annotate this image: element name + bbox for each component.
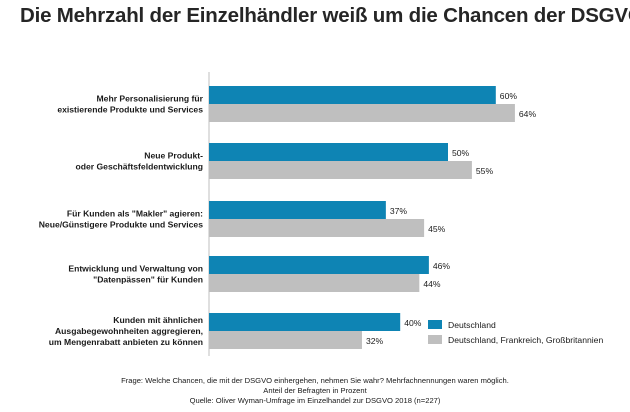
category-label: Für Kunden als "Makler" agieren: Neue/Gün…	[39, 209, 204, 230]
bar-deutschland	[209, 256, 429, 274]
value-label-deutschland: 37%	[390, 206, 408, 216]
value-label-de-fr-gb: 55%	[476, 166, 494, 176]
legend-swatch-deutschland	[428, 320, 442, 329]
legend-label-de-fr-gb: Deutschland, Frankreich, Großbritannien	[448, 335, 603, 345]
category-label-line: Neue/Günstigere Produkte und Services	[39, 220, 204, 230]
value-label-deutschland: 46%	[433, 261, 451, 271]
bar-deutschland	[209, 143, 448, 161]
category-label-line: oder Geschäftsfeldentwicklung	[75, 162, 203, 172]
bar-de-fr-gb	[209, 274, 420, 292]
value-label-deutschland: 40%	[404, 318, 422, 328]
value-label-deutschland: 60%	[500, 91, 518, 101]
bar-deutschland	[209, 86, 496, 104]
value-label-deutschland: 50%	[452, 148, 470, 158]
category-label-line: um Mengenrabatt anbieten zu können	[49, 337, 203, 347]
value-label-de-fr-gb: 32%	[366, 336, 384, 346]
category-label-line: Neue Produkt-	[144, 151, 203, 161]
bar-de-fr-gb	[209, 161, 472, 179]
bar-chart: Mehr Personalisierung für existierende Pr…	[39, 72, 603, 356]
category-label: Entwicklung und Verwaltung von "Datenpäss…	[68, 264, 203, 285]
category-label-line: "Datenpässen" für Kunden	[93, 275, 203, 285]
value-label-de-fr-gb: 44%	[423, 279, 441, 289]
category-label-line: Entwicklung und Verwaltung von	[68, 264, 203, 274]
footer-source: Quelle: Oliver Wyman-Umfrage im Einzelha…	[189, 396, 441, 405]
chart-footer: Frage: Welche Chancen, die mit der DSGVO…	[0, 376, 630, 406]
category-label-line: Kunden mit ähnlichen	[113, 315, 203, 325]
legend-label-deutschland: Deutschland	[448, 320, 496, 330]
bar-de-fr-gb	[209, 331, 362, 349]
category-label: Neue Produkt-oder Geschäftsfeldentwicklu…	[75, 151, 203, 172]
bar-deutschland	[209, 313, 401, 331]
bar-de-fr-gb	[209, 104, 515, 122]
value-label-de-fr-gb: 45%	[428, 224, 446, 234]
category-label-line: Ausgabegewohnheiten aggregieren,	[55, 326, 203, 336]
bar-de-fr-gb	[209, 219, 425, 237]
category-label: Mehr Personalisierung für existierende Pr…	[57, 94, 203, 115]
category-label: Kunden mit ähnlichen Ausgabegewohnheiten …	[49, 315, 203, 347]
footer-question: Frage: Welche Chancen, die mit der DSGVO…	[121, 376, 509, 385]
legend-swatch-de-fr-gb	[428, 335, 442, 344]
value-label-de-fr-gb: 64%	[519, 109, 537, 119]
category-label-line: Für Kunden als "Makler" agieren:	[67, 209, 203, 219]
category-label-line: Mehr Personalisierung für	[97, 94, 204, 104]
category-label-line: existierende Produkte und Services	[57, 105, 203, 115]
footer-unit-note: Anteil der Befragten in Prozent	[263, 386, 367, 395]
chart-title: Die Mehrzahl der Einzelhändler weiß um d…	[20, 4, 630, 27]
bar-deutschland	[209, 201, 386, 219]
